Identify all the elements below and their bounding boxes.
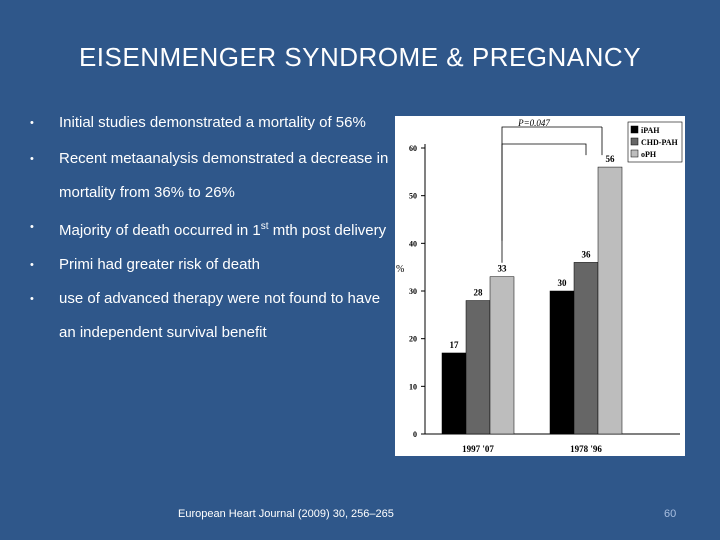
legend-label: CHD-PAH xyxy=(641,138,679,147)
y-tick-label: 50 xyxy=(409,192,417,201)
bar-data-label: 56 xyxy=(606,154,616,164)
bullet-symbol: • xyxy=(30,221,34,233)
y-tick-label: 30 xyxy=(409,287,417,296)
bar xyxy=(549,290,575,435)
bar-data-label: 17 xyxy=(450,340,460,350)
x-tick-label: 1997 '07 xyxy=(462,444,494,454)
legend-label: oPH xyxy=(641,150,657,159)
bullet-symbol: • xyxy=(30,259,34,271)
y-tick-label: 20 xyxy=(409,335,417,344)
bar-data-label: 30 xyxy=(558,278,568,288)
bar xyxy=(489,276,515,435)
inner-bracket xyxy=(501,143,587,241)
bullet-text-part: mth post delivery xyxy=(268,222,387,239)
bullet-text: Initial studies demonstrated a mortality… xyxy=(59,114,366,131)
bar xyxy=(465,300,491,435)
legend-swatch xyxy=(630,125,639,134)
mortality-chart: 0 10 20 30 40 50 60% 17 28 33 1997 '07 30 36 56 1978 '… xyxy=(395,116,685,456)
citation: European Heart Journal (2009) 30, 256–26… xyxy=(178,508,394,520)
bullet-symbol: • xyxy=(30,117,34,129)
bullet-item: • Primi had greater risk of death xyxy=(30,248,390,282)
y-tick-label: 40 xyxy=(409,239,417,248)
y-tick-label: 10 xyxy=(409,382,417,391)
bullet-item: • Recent metaanalysis demonstrated a dec… xyxy=(30,142,390,210)
bullet-text-part: Majority of death occurred in 1 xyxy=(59,222,261,239)
x-tick-label: 1978 '96 xyxy=(570,444,602,454)
slide-title: EISENMENGER SYNDROME & PREGNANCY xyxy=(78,42,642,72)
bar-data-label: 28 xyxy=(474,288,484,298)
bullet-item: • Majority of death occurred in 1st mth … xyxy=(30,210,390,248)
y-axis-label: % xyxy=(396,264,404,275)
legend-swatch xyxy=(630,149,639,158)
bullet-text: Majority of death occurred in 1st mth po… xyxy=(59,221,387,239)
bullet-symbol: • xyxy=(30,293,34,305)
bullet-symbol: • xyxy=(30,153,34,165)
bullet-item: • use of advanced therapy were not found… xyxy=(30,282,390,350)
bar-data-label: 36 xyxy=(582,249,592,259)
bullet-text: Recent metaanalysis demonstrated a decre… xyxy=(59,150,389,201)
legend-swatch xyxy=(630,137,639,146)
bullet-list: • Initial studies demonstrated a mortali… xyxy=(30,106,390,350)
bar xyxy=(573,262,599,435)
bullet-item: • Initial studies demonstrated a mortali… xyxy=(30,106,390,140)
legend-label: iPAH xyxy=(641,126,660,135)
y-tick-label: 0 xyxy=(413,430,417,439)
bar xyxy=(441,352,467,435)
significance-bracket xyxy=(501,126,602,263)
ordinal-superscript: st xyxy=(260,221,269,232)
bullet-text: use of advanced therapy were not found t… xyxy=(59,290,381,341)
p-value-annotation: P=0.047 xyxy=(517,118,550,128)
y-tick-label: 60 xyxy=(409,144,417,153)
bar xyxy=(597,166,623,435)
bar-chart-svg: 0 10 20 30 40 50 60% 17 28 33 1997 '07 30 36 56 1978 '… xyxy=(396,118,683,454)
bullet-text: Primi had greater risk of death xyxy=(59,256,260,273)
page-number: 60 xyxy=(664,508,677,520)
bar-data-label: 33 xyxy=(498,264,508,274)
